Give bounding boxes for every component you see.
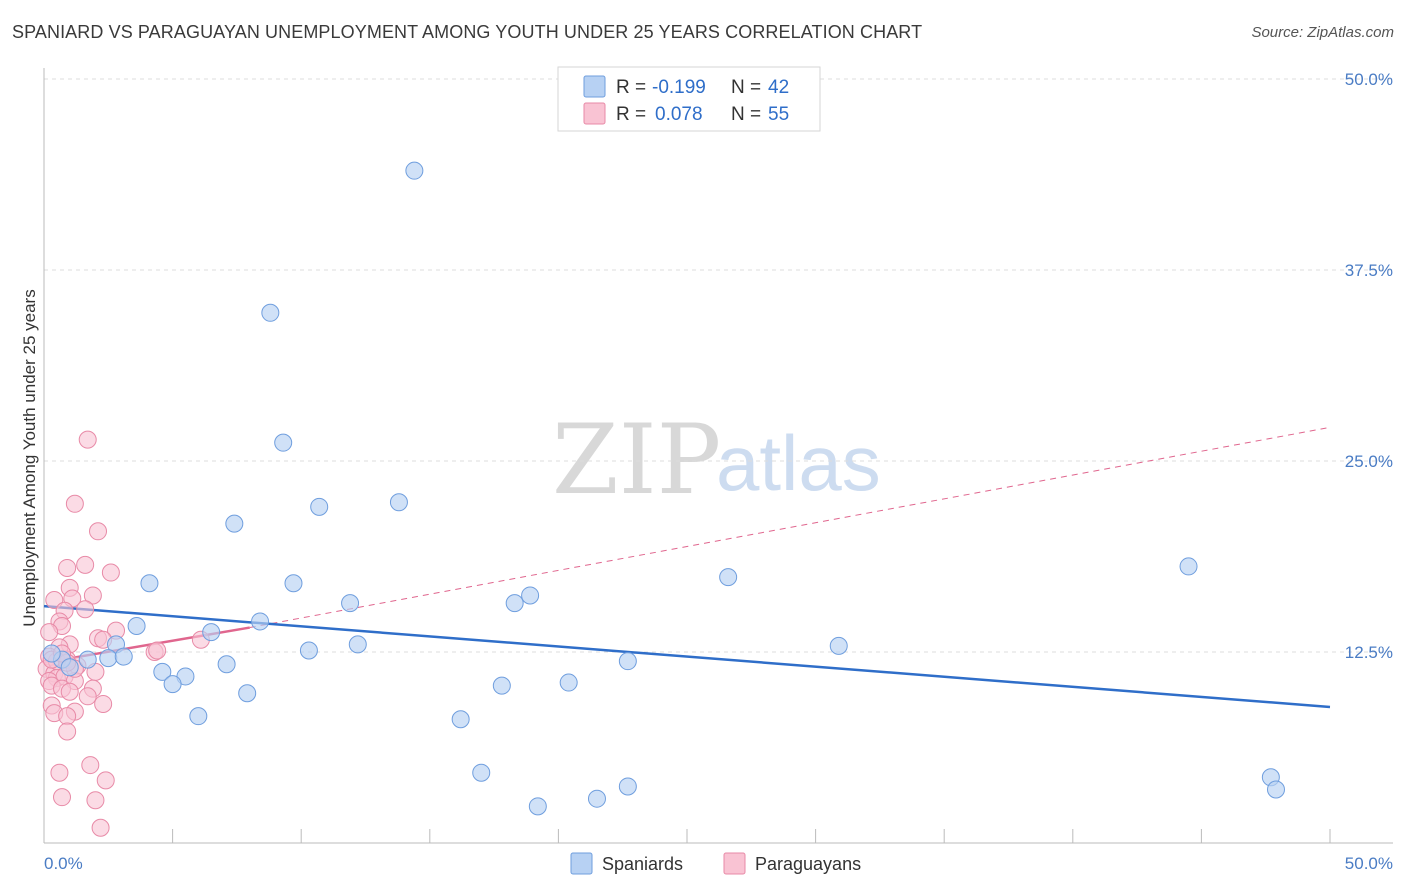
watermark-zip: ZIP bbox=[552, 404, 721, 516]
bottom-legend-swatch-paraguayans bbox=[723, 852, 746, 875]
legend-n-label-paraguayans: N = bbox=[731, 104, 761, 125]
paraguayan-point bbox=[86, 791, 105, 810]
bottom-legend-label-spaniards: Spaniards bbox=[602, 854, 683, 874]
spaniard-point bbox=[341, 594, 360, 613]
spaniard-point bbox=[492, 676, 511, 695]
legend-n-value-paraguayans: 55 bbox=[768, 104, 789, 125]
spaniard-point bbox=[505, 594, 524, 613]
spaniard-point bbox=[618, 652, 637, 671]
spaniard-point bbox=[153, 662, 172, 681]
y-tick-label: 12.5% bbox=[1345, 643, 1393, 662]
spaniard-point bbox=[1179, 557, 1198, 576]
spaniard-point bbox=[299, 641, 318, 660]
legend-swatch-spaniards bbox=[583, 75, 606, 98]
y-tick-label: 37.5% bbox=[1345, 261, 1393, 280]
paraguayan-point bbox=[60, 682, 79, 701]
x-tick-label-min: 0.0% bbox=[44, 854, 83, 873]
spaniard-point bbox=[618, 777, 637, 796]
chart-title: SPANIARD VS PARAGUAYAN UNEMPLOYMENT AMON… bbox=[12, 22, 923, 42]
correlation-legend: R = -0.199 N = 42 R = 0.078 N = 55 bbox=[557, 66, 821, 132]
paraguayan-point bbox=[50, 763, 69, 782]
legend-swatch-paraguayans bbox=[583, 102, 606, 125]
spaniard-point bbox=[472, 763, 491, 782]
spaniards-trend-line bbox=[43, 604, 1331, 709]
paraguayan-point bbox=[91, 818, 110, 837]
paraguayans-trend-extension bbox=[249, 426, 1331, 629]
paraguayan-point bbox=[53, 788, 72, 807]
paraguayan-point bbox=[58, 558, 77, 577]
paraguayan-point bbox=[58, 722, 77, 741]
y-axis-label: Unemployment Among Youth under 25 years bbox=[20, 289, 39, 626]
spaniard-point bbox=[189, 707, 208, 726]
spaniard-point bbox=[225, 514, 244, 533]
source-credit: Source: ZipAtlas.com bbox=[1251, 24, 1394, 41]
paraguayan-point bbox=[65, 494, 84, 513]
spaniard-point bbox=[78, 650, 97, 669]
spaniard-point bbox=[528, 797, 547, 816]
bottom-legend-label-paraguayans: Paraguayans bbox=[755, 854, 861, 874]
spaniard-point bbox=[405, 161, 424, 180]
bottom-legend-swatch-spaniards bbox=[570, 852, 593, 875]
spaniard-point bbox=[238, 684, 257, 703]
spaniard-point bbox=[559, 673, 578, 692]
spaniard-point bbox=[284, 574, 303, 593]
spaniard-point bbox=[587, 789, 606, 808]
spaniard-point bbox=[274, 433, 293, 452]
spaniard-point bbox=[60, 658, 79, 677]
paraguayan-point bbox=[96, 771, 115, 790]
legend-r-label-paraguayans: R = bbox=[616, 104, 646, 125]
legend-n-value-spaniards: 42 bbox=[768, 77, 789, 98]
paraguayan-point bbox=[83, 586, 102, 605]
spaniard-point bbox=[42, 644, 61, 663]
spaniard-point bbox=[451, 710, 470, 729]
paraguayan-point bbox=[101, 563, 120, 582]
legend-r-value-spaniards: -0.199 bbox=[652, 77, 706, 98]
paraguayan-point bbox=[78, 687, 97, 706]
spaniard-point bbox=[140, 574, 159, 593]
paraguayan-point bbox=[58, 707, 77, 726]
spaniard-point bbox=[719, 568, 738, 587]
paraguayan-point bbox=[94, 694, 113, 713]
paraguayan-point bbox=[76, 555, 95, 574]
spaniard-point bbox=[829, 636, 848, 655]
spaniard-point bbox=[127, 617, 146, 636]
series-legend: Spaniards Paraguayans bbox=[570, 852, 861, 875]
y-tick-label: 25.0% bbox=[1345, 452, 1393, 471]
paraguayan-point bbox=[81, 756, 100, 775]
watermark-atlas: atlas bbox=[716, 419, 881, 507]
legend-r-label-spaniards: R = bbox=[616, 77, 646, 98]
spaniard-point bbox=[521, 586, 540, 605]
legend-r-value-paraguayans: 0.078 bbox=[655, 104, 703, 125]
spaniard-point bbox=[261, 303, 280, 322]
spaniard-point bbox=[217, 655, 236, 674]
spaniard-point bbox=[348, 635, 367, 654]
spaniard-point bbox=[163, 675, 182, 694]
x-tick-label-max: 50.0% bbox=[1345, 854, 1393, 873]
spaniard-point bbox=[114, 647, 133, 666]
paraguayan-point bbox=[76, 600, 95, 619]
spaniard-point bbox=[1266, 780, 1285, 799]
y-tick-label: 50.0% bbox=[1345, 70, 1393, 89]
paraguayan-point bbox=[89, 522, 108, 541]
spaniard-point bbox=[251, 612, 270, 631]
spaniard-point bbox=[99, 649, 118, 668]
paraguayan-point bbox=[148, 641, 167, 660]
legend-n-label-spaniards: N = bbox=[731, 77, 761, 98]
spaniard-point bbox=[389, 493, 408, 512]
spaniard-point bbox=[310, 497, 329, 516]
paraguayan-point bbox=[40, 623, 59, 642]
paraguayan-point bbox=[78, 430, 97, 449]
spaniard-point bbox=[202, 623, 221, 642]
